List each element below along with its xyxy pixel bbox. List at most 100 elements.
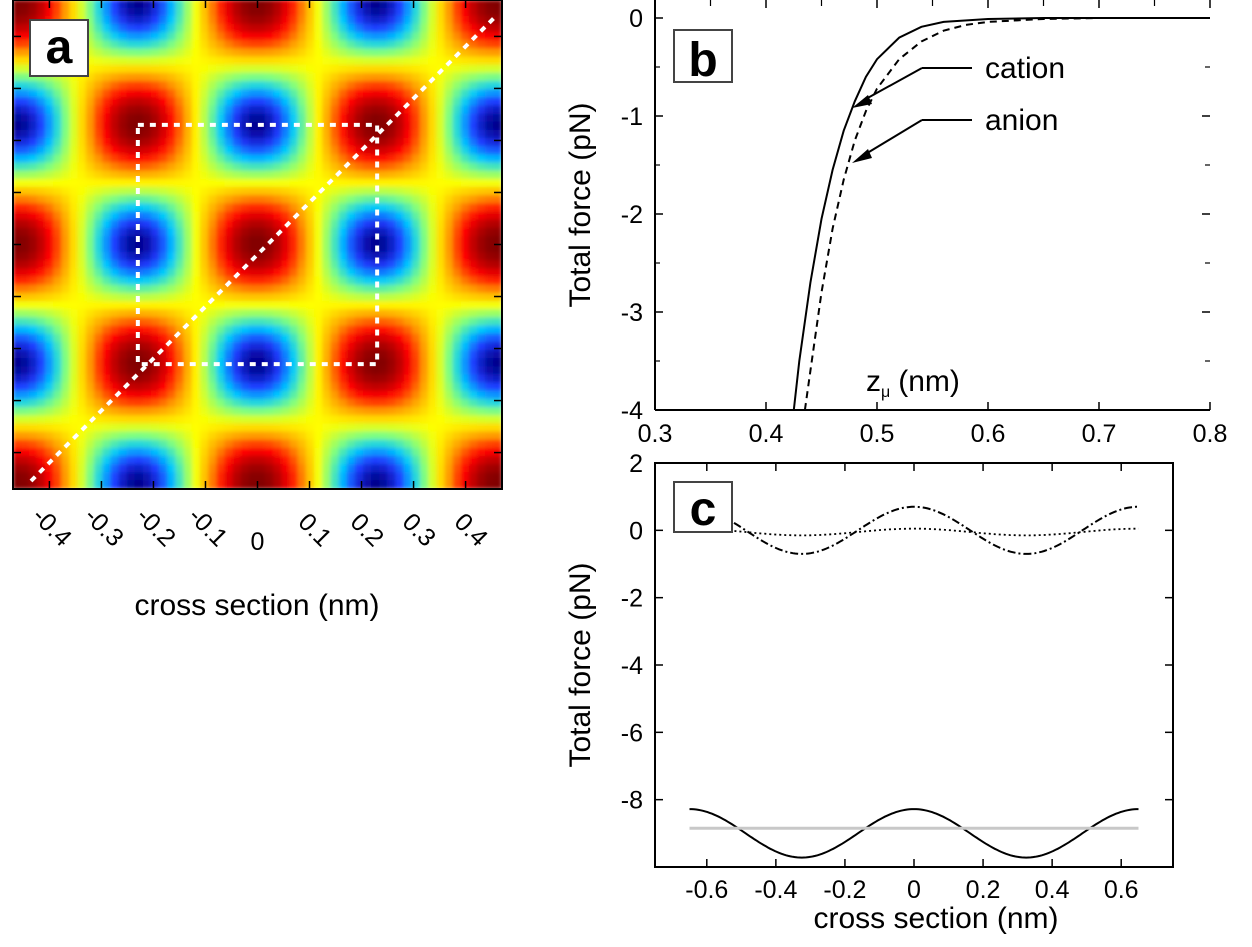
heatmap-cell — [45, 252, 55, 262]
heatmap-cell — [199, 341, 210, 351]
heatmap-cell — [403, 97, 413, 107]
heatmap-cell — [444, 455, 454, 466]
heatmap-cell — [403, 407, 413, 417]
heatmap-cell — [493, 252, 502, 262]
heatmap-cell — [468, 292, 479, 303]
heatmap-cell — [159, 301, 169, 311]
heatmap-cell — [118, 0, 128, 9]
heatmap-cell — [346, 154, 356, 164]
heatmap-cell — [322, 178, 332, 188]
heatmap-cell — [379, 325, 389, 335]
heatmap-cell — [403, 398, 413, 408]
heatmap-cell — [232, 325, 242, 335]
heatmap-cell — [297, 48, 307, 58]
heatmap-cell — [102, 113, 112, 123]
heatmap-cell — [94, 105, 104, 115]
heatmap-cell — [428, 464, 438, 474]
heatmap-cell — [436, 358, 446, 368]
heatmap-cell — [240, 113, 250, 123]
panel-a: a -0.4 -0.3 -0.2 -0.1 0 0.1 0.2 0.3 0.4 cross se… — [12, 0, 503, 622]
heatmap-cell — [314, 349, 324, 360]
heatmap-cell — [305, 235, 316, 245]
heatmap-cell — [102, 358, 112, 368]
heatmap-cell — [265, 455, 275, 466]
heatmap-cell — [289, 203, 299, 213]
heatmap-cell — [183, 390, 193, 400]
heatmap-cell — [444, 97, 454, 107]
heatmap-cell — [94, 40, 104, 50]
heatmap-cell — [354, 325, 364, 335]
heatmap-cell — [45, 81, 55, 91]
heatmap-cell — [379, 219, 389, 229]
heatmap-cell — [297, 480, 307, 489]
heatmap-cell — [330, 268, 340, 278]
heatmap-cell — [61, 244, 71, 254]
heatmap-cell — [102, 72, 112, 82]
heatmap-cell — [126, 423, 136, 433]
heatmap-cell — [403, 81, 413, 91]
heatmap-cell — [240, 129, 250, 140]
heatmap-cell — [281, 72, 291, 82]
heatmap-cell — [387, 23, 397, 34]
heatmap-cell — [477, 7, 487, 17]
heatmap-cell — [314, 0, 324, 9]
heatmap-cell — [61, 203, 71, 213]
heatmap-cell — [289, 301, 299, 311]
heatmap-cell — [371, 81, 381, 91]
heatmap-cell — [297, 162, 307, 172]
heatmap-cell — [362, 23, 373, 34]
heatmap-cell — [69, 309, 79, 319]
heatmap-cell — [167, 349, 177, 360]
heatmap-cell — [452, 89, 462, 99]
heatmap-cell — [183, 186, 193, 197]
heatmap-cell — [305, 447, 316, 457]
heatmap-cell — [224, 146, 234, 156]
heatmap-cell — [118, 56, 128, 66]
heatmap-cell — [387, 162, 397, 172]
heatmap-cell — [240, 56, 250, 66]
heatmap-cell — [61, 398, 71, 408]
heatmap-cell — [265, 464, 275, 474]
heatmap-cell — [199, 0, 210, 9]
heatmap-cell — [208, 64, 218, 74]
heatmap-cell — [85, 203, 95, 213]
heatmap-cell — [232, 407, 242, 417]
heatmap-cell — [248, 203, 258, 213]
heatmap-cell — [354, 333, 364, 343]
heatmap-cell — [199, 162, 210, 172]
heatmap-cell — [36, 301, 47, 311]
heatmap-cell — [102, 162, 112, 172]
heatmap-cell — [468, 398, 479, 408]
heatmap-cell — [28, 235, 38, 245]
heatmap-cell — [13, 0, 22, 9]
heatmap-cell — [428, 195, 438, 205]
heatmap-cell — [477, 154, 487, 164]
heatmap-cell — [191, 292, 201, 303]
heatmap-cell — [257, 260, 267, 270]
heatmap-cell — [183, 40, 193, 50]
heatmap-cell — [20, 178, 30, 188]
heatmap-cell — [354, 40, 364, 50]
heatmap-cell — [20, 366, 30, 376]
heatmap-cell — [36, 415, 47, 425]
panel-b-y-axis-title: Total force (pN) — [564, 102, 597, 307]
heatmap-cell — [265, 211, 275, 221]
heatmap-cell — [468, 431, 479, 441]
heatmap-cell — [379, 23, 389, 34]
heatmap-cell — [159, 464, 169, 474]
heatmap-cell — [289, 227, 299, 237]
heatmap-cell — [387, 48, 397, 58]
heatmap-cell — [175, 89, 185, 99]
heatmap-cell — [142, 23, 153, 34]
heatmap-cell — [485, 72, 495, 82]
heatmap-cell — [477, 138, 487, 148]
heatmap-cell — [36, 268, 47, 278]
heatmap-cell — [330, 7, 340, 17]
heatmap-cell — [61, 162, 71, 172]
heatmap-cell — [485, 439, 495, 449]
heatmap-cell — [314, 244, 324, 254]
heatmap-cell — [493, 455, 502, 466]
heatmap-cell — [452, 154, 462, 164]
heatmap-cell — [338, 309, 348, 319]
heatmap-cell — [371, 276, 381, 286]
